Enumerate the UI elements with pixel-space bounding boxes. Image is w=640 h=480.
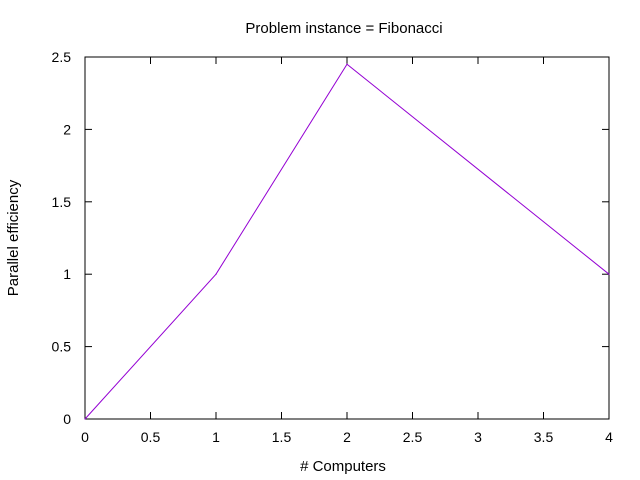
x-tick-label: 0 [81,429,89,445]
x-tick-label: 2.5 [403,429,423,445]
y-tick-label: 1 [63,266,71,282]
series-layer [84,63,610,420]
x-tick-label: 1.5 [272,429,292,445]
x-tick-label: 0.5 [141,429,161,445]
x-tick-label: 2 [343,429,351,445]
x-tick-label: 3.5 [534,429,554,445]
data-point [215,273,217,275]
data-point [84,418,86,420]
y-tick-label: 0 [63,411,71,427]
y-axis-title: Parallel efficiency [5,179,22,296]
x-axis: 0 0.5 1 1.5 2 2.5 3 3.5 4 [81,57,613,445]
y-tick-label: 1.5 [52,194,72,210]
y-tick-label: 2.5 [52,49,72,65]
series-line [84,63,610,420]
y-tick-label: 0.5 [52,339,72,355]
chart-title: Problem instance = Fibonacci [245,20,442,37]
x-tick-label: 1 [212,429,220,445]
x-tick-label: 3 [474,429,482,445]
data-point [608,273,610,275]
y-tick-label: 2 [63,121,71,137]
x-axis-title: # Computers [300,458,386,475]
x-tick-label: 4 [605,429,613,445]
plot-area-frame [84,56,610,420]
data-point [346,63,348,65]
y-axis: 0 0.5 1 1.5 2 2.5 [52,49,609,427]
